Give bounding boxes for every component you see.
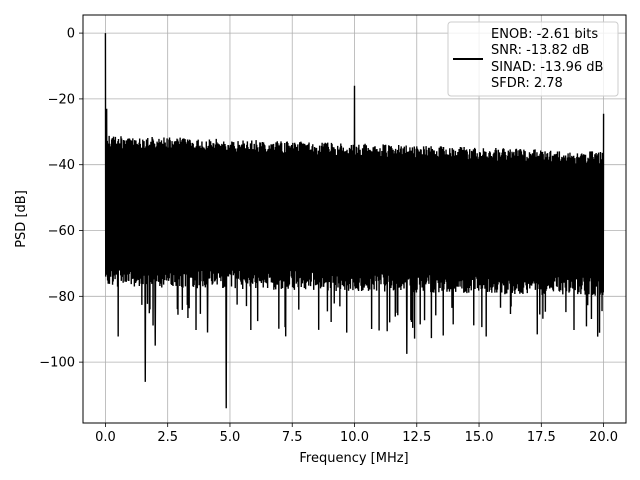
axis-ticks: 0.0 2.5 5.0 7.5 10.0 12.5 15.0 17.5 20.0 0 −20 −40 −…: [39, 27, 618, 445]
legend-entry-snr: SNR: -13.82 dB: [491, 43, 589, 58]
psd-trace: [104, 33, 605, 409]
y-tick-label: −80: [48, 290, 75, 305]
x-tick-label: 0.0: [95, 430, 116, 445]
y-axis-label: PSD [dB]: [14, 190, 29, 248]
legend: ENOB: -2.61 bits SNR: -13.82 dB SINAD: -…: [447, 21, 619, 97]
y-tick-label: −100: [39, 356, 75, 371]
x-tick-label: 5.0: [220, 430, 241, 445]
x-tick-label: 17.5: [527, 430, 556, 445]
y-tick-label: 0: [67, 27, 75, 42]
x-tick-label: 20.0: [589, 430, 618, 445]
x-tick-label: 10.0: [340, 430, 369, 445]
psd-series-line: [104, 33, 605, 409]
x-tick-label: 12.5: [402, 430, 431, 445]
x-axis-label: Frequency [MHz]: [299, 451, 408, 466]
x-tick-label: 2.5: [157, 430, 178, 445]
x-tick-label: 15.0: [465, 430, 494, 445]
y-tick-label: −40: [48, 158, 75, 173]
legend-entry-sfdr: SFDR: 2.78: [491, 76, 563, 91]
legend-box: [447, 21, 619, 97]
x-tick-label: 7.5: [282, 430, 303, 445]
y-tick-label: −60: [48, 224, 75, 239]
legend-entry-enob: ENOB: -2.61 bits: [491, 27, 598, 42]
legend-entry-sinad: SINAD: -13.96 dB: [491, 60, 603, 75]
y-tick-label: −20: [48, 92, 75, 107]
